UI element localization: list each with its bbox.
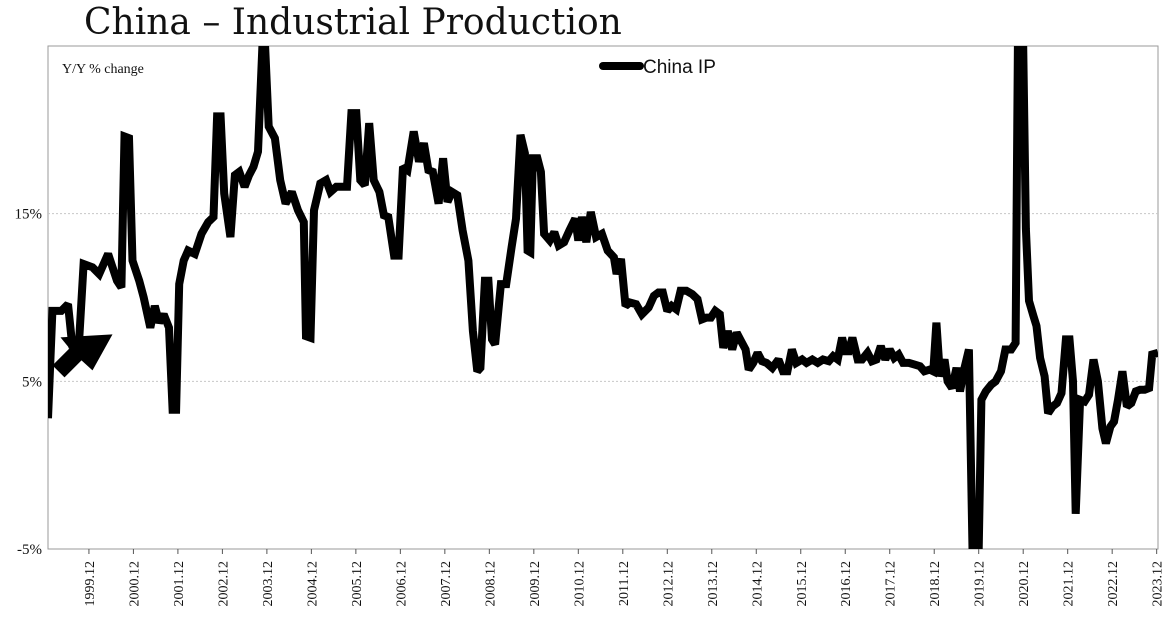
y-axis-label: Y/Y % change xyxy=(62,62,144,77)
x-tick-label: 2016.12 xyxy=(839,561,854,607)
x-tick-label: 2020.12 xyxy=(1017,561,1032,607)
x-tick-label: 2006.12 xyxy=(394,561,409,607)
chart-title: China – Industrial Production xyxy=(84,2,622,43)
x-tick-label: 2011.12 xyxy=(617,561,632,606)
x-axis-ticks: 1999.12 2000.12 2001.12 2002.12 2003.12 2004.… xyxy=(83,549,1166,607)
x-tick-label: 2022.12 xyxy=(1106,561,1121,607)
x-tick-label: 2010.12 xyxy=(572,561,587,607)
x-tick-label: 2013.12 xyxy=(706,561,721,607)
y-tick-label: 15% xyxy=(15,207,43,223)
series-layer xyxy=(48,46,1158,549)
y-axis-ticks: 15% 5% -5% xyxy=(15,207,43,558)
x-tick-label: 2019.12 xyxy=(973,561,988,607)
x-tick-label: 2023.12 xyxy=(1151,561,1166,607)
x-tick-label: 2008.12 xyxy=(483,561,498,607)
x-tick-label: 2003.12 xyxy=(261,561,276,607)
x-tick-label: 2007.12 xyxy=(439,561,454,607)
x-tick-label: 2015.12 xyxy=(795,561,810,607)
x-tick-label: 2005.12 xyxy=(350,561,365,607)
x-tick-label: 2002.12 xyxy=(216,561,231,607)
x-tick-label: 2021.12 xyxy=(1062,561,1077,607)
x-tick-label: 2014.12 xyxy=(750,561,765,607)
y-tick-label: -5% xyxy=(17,542,42,558)
x-tick-label: 2000.12 xyxy=(127,561,142,607)
y-tick-label: 5% xyxy=(22,374,42,390)
x-tick-label: 1999.12 xyxy=(83,561,98,607)
x-tick-label: 2009.12 xyxy=(528,561,543,607)
x-tick-label: 2004.12 xyxy=(305,561,320,607)
x-tick-label: 2017.12 xyxy=(884,561,899,607)
annotation-arrow-icon xyxy=(52,334,113,378)
legend-label-china-ip: China IP xyxy=(643,57,716,78)
series-line-china-ip xyxy=(48,46,1158,549)
x-tick-label: 2018.12 xyxy=(928,561,943,607)
legend: China IP xyxy=(599,57,716,78)
x-tick-label: 2012.12 xyxy=(661,561,676,607)
x-tick-label: 2001.12 xyxy=(172,561,187,607)
